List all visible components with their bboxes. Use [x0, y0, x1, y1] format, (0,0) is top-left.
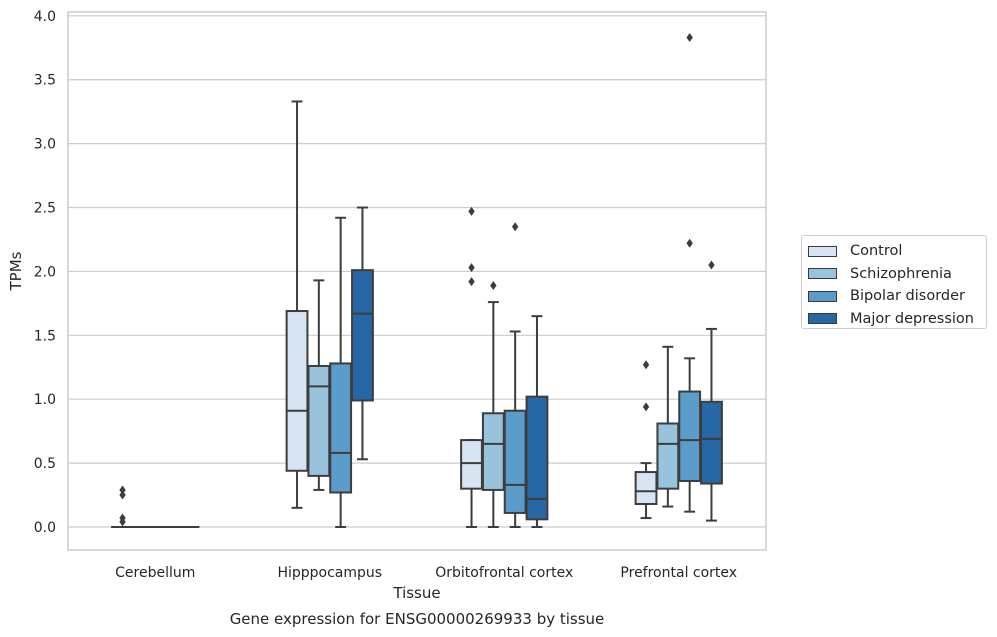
outlier-point [119, 513, 126, 523]
box-major-depression [525, 315, 549, 528]
x-tick-label: Cerebellum [115, 565, 195, 581]
legend: Control Schizophrenia Bipolar disorder Majo… [801, 235, 987, 329]
outlier-point [119, 490, 126, 500]
box-bipolar-disorder [329, 216, 353, 528]
legend-swatch [808, 290, 837, 302]
y-tick-labels: 0.0 0.5 1.0 1.5 2.0 2.5 3.0 3.5 4.0 [34, 9, 56, 536]
legend-item: Bipolar disorder [808, 285, 980, 308]
y-tick-label: 0.0 [34, 520, 56, 536]
box-control [460, 206, 483, 528]
boxes [111, 33, 723, 529]
figure-caption: Gene expression for ENSG00000269933 by t… [229, 610, 605, 628]
x-tick-label: Hipppocampus [277, 565, 382, 581]
box-control [634, 360, 658, 520]
box-bipolar-disorder [678, 33, 702, 513]
iqr-box [503, 409, 527, 514]
iqr-box [351, 269, 374, 402]
iqr-box [329, 362, 353, 494]
y-tick-label: 0.5 [34, 456, 56, 472]
outlier-point [642, 360, 650, 370]
legend-label: Control [850, 243, 903, 260]
outlier-point [468, 277, 475, 287]
box-major-depression [700, 260, 723, 522]
outlier-point [468, 263, 475, 273]
plot-frame [67, 11, 767, 551]
x-axis-label: Tissue [392, 584, 440, 602]
gridlines [68, 15, 766, 528]
iqr-box [525, 395, 549, 521]
iqr-box [285, 310, 309, 472]
iqr-box [678, 390, 702, 482]
box-schizophrenia [481, 280, 505, 528]
legend-label: Major depression [850, 310, 974, 327]
outlier-point [468, 206, 475, 216]
box-major-depression [351, 206, 374, 461]
legend-label: Bipolar disorder [850, 288, 965, 305]
legend-swatch [808, 245, 837, 257]
iqr-box [656, 422, 680, 490]
outlier-point [490, 280, 497, 290]
iqr-box [460, 439, 483, 490]
box-control [285, 100, 309, 509]
iqr-box [634, 471, 658, 505]
legend-item: Major depression [808, 308, 980, 331]
legend-item: Schizophrenia [808, 263, 980, 286]
outlier-point [686, 238, 693, 248]
legend-label: Schizophrenia [850, 265, 952, 282]
legend-swatch [808, 313, 837, 325]
y-tick-label: 2.0 [34, 264, 56, 280]
iqr-box [481, 412, 505, 491]
iqr-box [307, 364, 331, 477]
y-tick-label: 4.0 [34, 9, 56, 25]
x-tick-labels: Cerebellum Hipppocampus Orbitofrontal cort… [115, 565, 737, 581]
x-tick-label: Prefrontal cortex [620, 565, 737, 581]
y-axis-label: TPMs [7, 251, 25, 291]
y-tick-label: 2.5 [34, 201, 56, 217]
box-control [111, 485, 134, 529]
outlier-point [642, 402, 650, 412]
box-schizophrenia [656, 345, 680, 508]
y-tick-label: 1.0 [34, 392, 56, 408]
outlier-point [686, 33, 693, 43]
outlier-point [511, 222, 519, 232]
x-tick-label: Orbitofrontal cortex [435, 565, 573, 581]
y-tick-label: 1.5 [34, 328, 56, 344]
legend-swatch [808, 268, 837, 280]
outlier-point [119, 485, 126, 495]
box-schizophrenia [307, 279, 331, 491]
box-bipolar-disorder [503, 222, 527, 528]
iqr-box [700, 400, 723, 485]
y-tick-label: 3.5 [34, 73, 56, 89]
y-tick-label: 3.0 [34, 137, 56, 153]
legend-item: Control [808, 240, 980, 263]
outlier-point [708, 260, 715, 270]
